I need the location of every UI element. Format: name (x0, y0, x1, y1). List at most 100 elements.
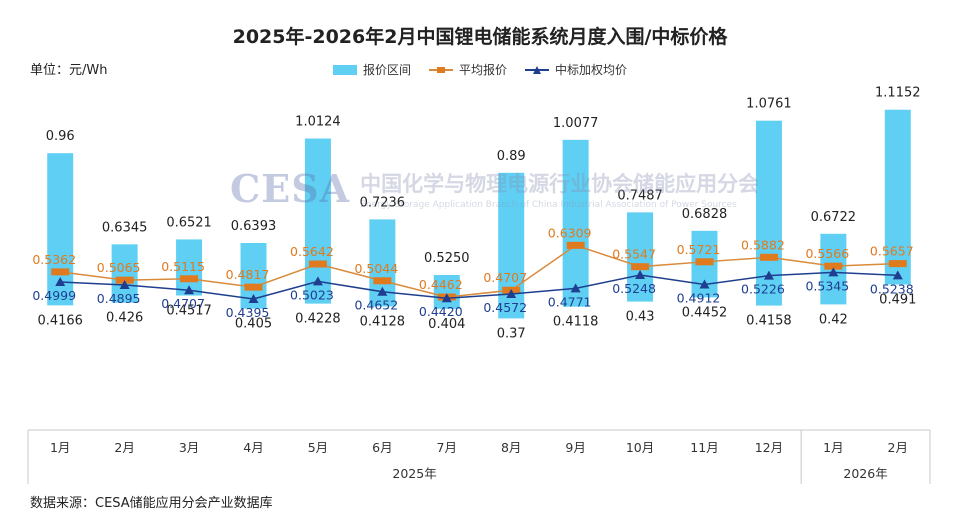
weighted-price-marker (119, 279, 130, 289)
month-tick-label: 12月 (755, 440, 783, 455)
weighted-label: 0.5023 (290, 287, 334, 302)
min-label: 0.42 (819, 312, 848, 327)
weighted-label: 0.4895 (97, 291, 141, 306)
avg-label: 0.5362 (32, 252, 76, 267)
max-label: 0.6722 (811, 210, 857, 225)
legend-label-range: 报价区间 (362, 63, 411, 77)
avg-label: 0.5882 (741, 237, 785, 252)
chart-title: 2025年-2026年2月中国锂电储能系统月度入围/中标价格 (232, 26, 728, 48)
month-tick-label: 1月 (823, 440, 843, 455)
legend-label-avg: 平均报价 (458, 63, 507, 77)
avg-label: 0.5044 (354, 261, 398, 276)
weighted-price-marker (699, 279, 710, 289)
avg-label: 0.4817 (226, 267, 270, 282)
weighted-price-marker (892, 270, 903, 280)
month-tick-label: 5月 (308, 440, 328, 455)
range-bar (304, 138, 331, 304)
min-label: 0.43 (626, 310, 655, 325)
min-label: 0.37 (497, 326, 526, 341)
range-bar (562, 139, 589, 307)
max-label: 1.0761 (746, 97, 792, 112)
avg-label: 0.5547 (612, 247, 656, 262)
month-tick-label: 4月 (243, 440, 263, 455)
weighted-label: 0.4999 (32, 288, 76, 303)
weighted-price-marker (312, 276, 323, 286)
weighted-label: 0.4707 (161, 296, 205, 311)
weighted-price-marker (763, 270, 774, 280)
weighted-line-swatch-icon (525, 64, 549, 76)
month-tick-label: 9月 (565, 440, 585, 455)
max-label: 0.89 (497, 149, 526, 164)
month-tick-label: 8月 (501, 440, 521, 455)
max-label: 1.1152 (875, 86, 921, 101)
min-label: 0.404 (428, 317, 465, 332)
max-label: 0.6345 (102, 220, 148, 235)
avg-price-marker (824, 262, 843, 270)
avg-price-marker (631, 263, 650, 271)
range-bar (884, 109, 911, 285)
avg-label: 0.4707 (483, 270, 527, 285)
avg-price-marker (180, 275, 199, 283)
avg-label: 0.5642 (290, 244, 334, 259)
min-label: 0.4228 (295, 312, 341, 327)
weighted-label: 0.4420 (419, 304, 463, 319)
weighted-price-marker (570, 283, 581, 293)
max-label: 1.0124 (295, 115, 341, 130)
max-label: 0.5250 (424, 251, 470, 266)
year-group-label: 2026年 (843, 466, 887, 481)
max-label: 0.6521 (166, 215, 212, 230)
min-label: 0.4452 (682, 305, 728, 320)
month-tick-label: 6月 (372, 440, 392, 455)
weighted-label: 0.4572 (483, 300, 527, 315)
max-label: 0.96 (46, 129, 75, 144)
max-label: 1.0077 (553, 116, 599, 131)
avg-line-swatch-icon (428, 64, 453, 76)
weighted-price-marker (248, 293, 259, 303)
weighted-price-line (60, 271, 898, 300)
range-bar (433, 275, 460, 309)
min-label: 0.491 (879, 293, 916, 308)
legend-item-avg: 平均报价 (428, 61, 507, 78)
legend-item-range: 报价区间 (332, 61, 411, 78)
avg-price-marker (308, 260, 327, 268)
avg-label: 0.5721 (677, 242, 721, 257)
min-label: 0.4118 (553, 315, 599, 330)
min-label: 0.4517 (166, 304, 212, 319)
avg-price-line (60, 244, 898, 298)
avg-price-marker (373, 277, 392, 285)
avg-label: 0.5115 (161, 259, 205, 274)
weighted-price-marker (506, 288, 517, 298)
avg-price-marker (888, 260, 907, 268)
max-label: 0.6393 (231, 219, 277, 234)
avg-price-marker (244, 283, 263, 291)
weighted-label: 0.5345 (805, 278, 849, 293)
weighted-label: 0.4395 (226, 305, 270, 320)
avg-price-marker (566, 241, 585, 249)
avg-label: 0.4462 (419, 277, 463, 292)
legend: 报价区间 平均报价 中标加权均价 (0, 61, 960, 78)
year-group-label: 2025年 (392, 466, 436, 481)
avg-label: 0.5065 (97, 260, 141, 275)
weighted-price-marker (828, 267, 839, 277)
weighted-label: 0.4912 (677, 290, 721, 305)
unit-label: 单位：元/Wh (30, 63, 108, 78)
weighted-label: 0.5238 (870, 281, 914, 296)
max-label: 0.7236 (360, 195, 406, 210)
avg-price-marker (759, 253, 778, 261)
month-tick-label: 2月 (114, 440, 134, 455)
weighted-label: 0.5226 (741, 282, 785, 297)
legend-item-weighted: 中标加权均价 (525, 61, 627, 78)
weighted-price-marker (377, 286, 388, 296)
month-tick-label: 3月 (179, 440, 199, 455)
weighted-label: 0.5248 (612, 281, 656, 296)
weighted-price-marker (184, 285, 195, 295)
min-label: 0.4128 (360, 314, 406, 329)
min-label: 0.4166 (37, 313, 83, 328)
weighted-price-marker (441, 293, 452, 303)
weighted-price-marker (55, 277, 66, 287)
avg-price-marker (51, 268, 70, 276)
range-bar (627, 212, 654, 302)
month-tick-label: 2月 (888, 440, 908, 455)
weighted-price-marker (635, 270, 646, 280)
